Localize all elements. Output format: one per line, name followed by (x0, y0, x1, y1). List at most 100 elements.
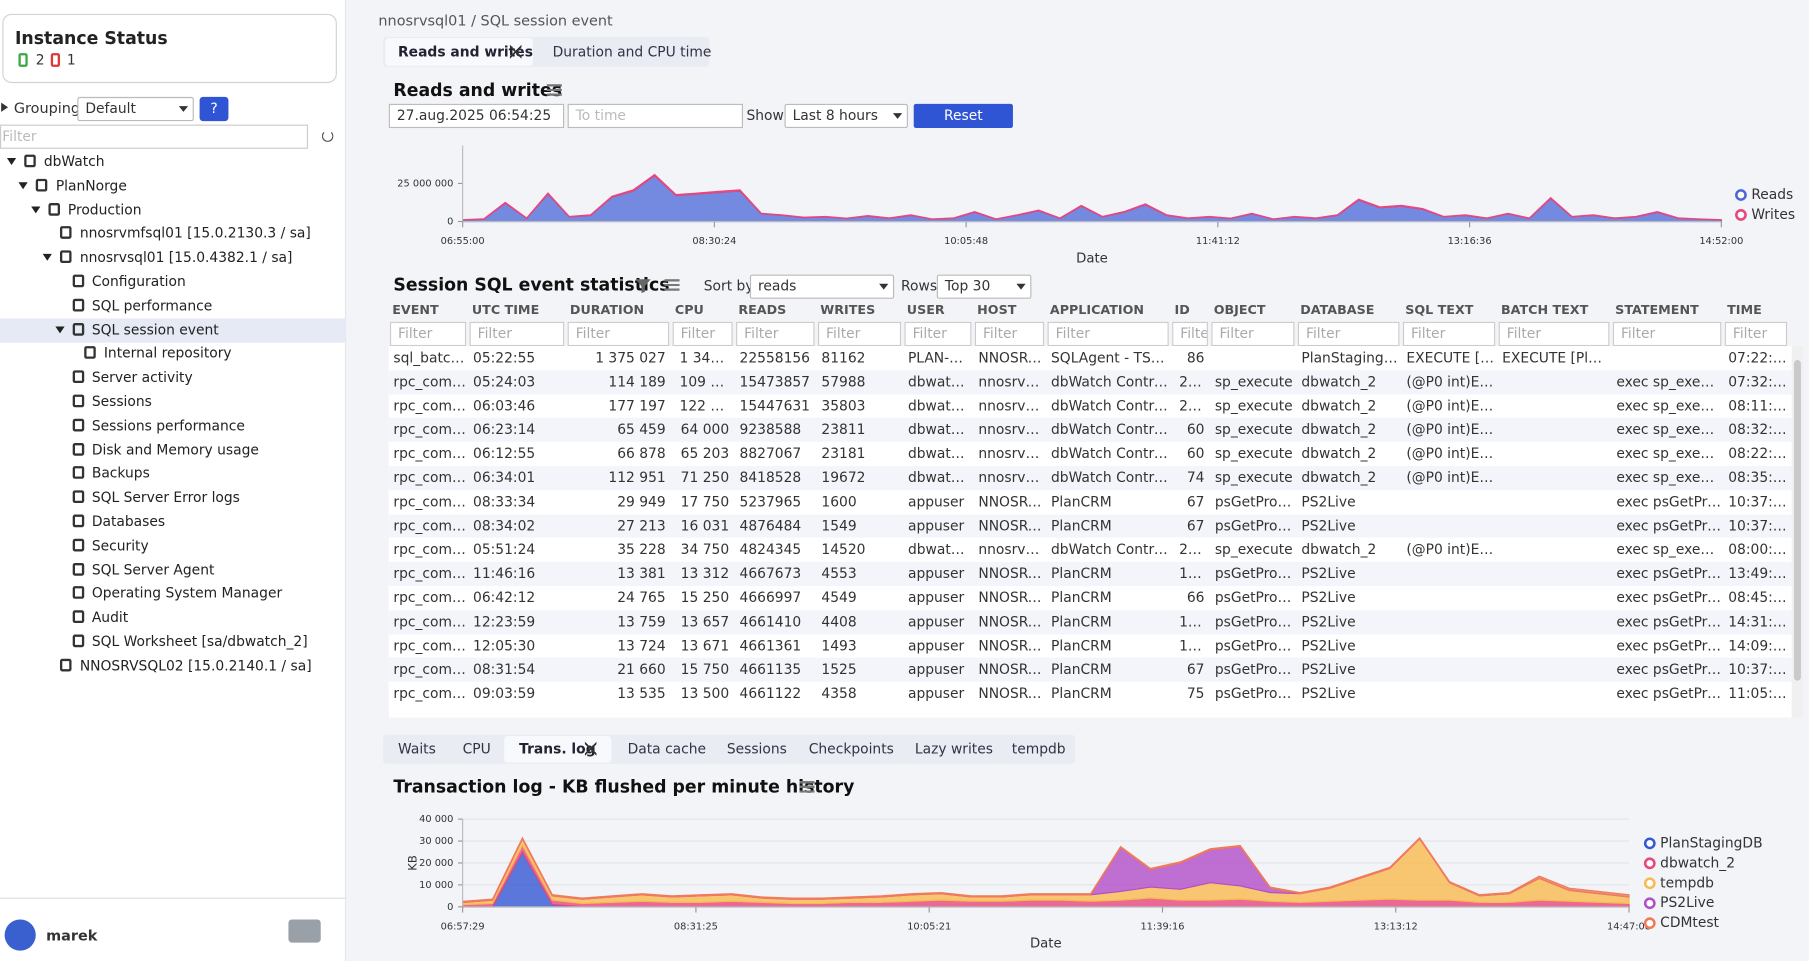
column-header[interactable]: USER (906, 302, 945, 318)
column-header[interactable]: OBJECT (1213, 302, 1266, 318)
menu-icon[interactable] (664, 279, 680, 291)
tree-node[interactable]: Configuration (91, 273, 186, 290)
tree-node[interactable]: SQL session event (91, 321, 219, 338)
column-filter[interactable]: Filter (817, 321, 902, 347)
grouping-select[interactable] (77, 96, 194, 122)
tree-arrow[interactable] (42, 254, 53, 261)
column-header[interactable]: UTC TIME (471, 302, 540, 318)
table-row[interactable] (388, 586, 1792, 611)
tree-node[interactable]: SQL Server Agent (91, 561, 215, 578)
tree-node[interactable]: nnosrvsql01 [15.0.4382.1 / sa] (79, 249, 293, 266)
column-header[interactable]: STATEMENT (1615, 302, 1699, 318)
column-header[interactable]: BATCH TEXT (1500, 302, 1589, 318)
column-filter[interactable]: Filter (1498, 321, 1610, 347)
column-filter[interactable]: Filter (736, 321, 815, 347)
column-header[interactable]: DURATION (569, 302, 645, 318)
from-input[interactable] (388, 103, 565, 129)
scrollbar-thumb[interactable] (1794, 359, 1801, 681)
column-filter[interactable]: Filter (469, 321, 565, 347)
tree-node[interactable]: Server activity (91, 369, 193, 386)
bottom-tab[interactable]: Trans. log (519, 740, 596, 757)
column-filter[interactable]: Filter (1047, 321, 1169, 347)
bottom-tab[interactable]: CPU (462, 740, 491, 757)
sort-select[interactable] (749, 274, 895, 299)
tree-node[interactable]: NNOSRVSQL02 [15.0.2140.1 / sa] (79, 657, 312, 674)
column-header[interactable]: CPU (674, 302, 704, 318)
chat-icon[interactable] (288, 919, 321, 943)
table-row[interactable] (388, 610, 1792, 635)
tree-node[interactable]: Audit (91, 609, 129, 626)
menu-icon[interactable] (546, 84, 562, 96)
table-row[interactable] (388, 418, 1792, 443)
bottom-tab[interactable]: Lazy writes (914, 740, 993, 757)
tree-node[interactable]: SQL performance (91, 297, 213, 314)
refresh-icon[interactable] (321, 130, 334, 142)
tab-close[interactable] (584, 741, 597, 756)
column-filter[interactable]: Filter (1612, 321, 1722, 347)
range-select[interactable] (784, 103, 908, 129)
table-row[interactable] (388, 682, 1792, 707)
bottom-tab[interactable]: Data cache (627, 740, 707, 757)
table-row[interactable] (388, 538, 1792, 563)
column-filter[interactable]: Filter (567, 321, 670, 347)
column-header[interactable]: ID (1174, 302, 1190, 318)
tab-close[interactable] (509, 44, 522, 59)
tree-node[interactable]: Sessions (91, 393, 152, 410)
tree-node[interactable]: SQL Worksheet [sa/dbwatch_2] (91, 633, 308, 650)
tree-filter[interactable] (0, 124, 309, 149)
table-row[interactable] (388, 442, 1792, 467)
tree-node[interactable]: Disk and Memory usage (91, 441, 259, 458)
tree-node[interactable]: Production (67, 201, 142, 218)
tree-arrow[interactable] (30, 206, 41, 213)
table-row[interactable] (388, 562, 1792, 587)
column-header[interactable]: WRITES (820, 302, 876, 318)
top-tab-active[interactable] (385, 38, 534, 66)
tree-node[interactable]: Internal repository (103, 345, 232, 362)
tree-node[interactable]: Security (91, 537, 149, 554)
menu-icon[interactable] (799, 781, 815, 793)
top-tab[interactable]: Reads and writes (398, 43, 533, 60)
column-header[interactable]: HOST (977, 302, 1017, 318)
top-tab[interactable]: Duration and CPU time (552, 43, 712, 60)
grouping-toggle[interactable] (1, 102, 9, 112)
table-row[interactable] (388, 514, 1792, 539)
tree-arrow[interactable] (6, 158, 17, 165)
column-header[interactable]: TIME (1727, 302, 1762, 318)
table-row[interactable] (388, 490, 1792, 515)
column-header[interactable]: APPLICATION (1049, 302, 1145, 318)
column-filter[interactable]: Filter (389, 321, 467, 347)
table-row[interactable] (388, 658, 1792, 683)
column-header[interactable]: EVENT (392, 302, 439, 318)
column-filter[interactable]: Filter (1724, 321, 1788, 347)
bottom-tab[interactable]: Waits (398, 740, 436, 757)
table-row[interactable] (388, 346, 1792, 371)
tree-node[interactable]: SQL Server Error logs (91, 489, 240, 506)
column-filter[interactable]: Filter (1172, 321, 1208, 347)
bottom-tab[interactable]: Checkpoints (808, 740, 894, 757)
bottom-tab[interactable]: Sessions (726, 740, 787, 757)
table-row[interactable] (388, 370, 1792, 395)
rows-select[interactable] (936, 274, 1032, 299)
tree-node[interactable]: Backups (91, 465, 150, 482)
tree-node[interactable]: Sessions performance (91, 417, 245, 434)
table-row[interactable] (388, 394, 1792, 419)
column-filter[interactable]: Filter (1211, 321, 1295, 347)
tree-node[interactable]: dbWatch (43, 153, 105, 170)
column-filter[interactable]: Filter (904, 321, 972, 347)
tree-node[interactable]: Operating System Manager (91, 585, 283, 602)
column-filter[interactable]: Filter (672, 321, 733, 347)
tree-node[interactable]: PlanNorge (55, 177, 127, 194)
column-header[interactable]: READS (738, 302, 787, 318)
tree-node[interactable]: nnosrvmfsql01 [15.0.2130.3 / sa] (79, 225, 311, 242)
table-row[interactable] (388, 466, 1792, 491)
column-filter[interactable]: Filter (1297, 321, 1400, 347)
tree-arrow[interactable] (18, 182, 29, 189)
column-header[interactable]: SQL TEXT (1405, 302, 1474, 318)
reset-button[interactable]: Reset (913, 103, 1013, 129)
help-button[interactable]: ? (199, 96, 229, 122)
column-filter[interactable]: Filter (974, 321, 1045, 347)
column-header[interactable]: DATABASE (1300, 302, 1375, 318)
bottom-tab[interactable]: tempdb (1011, 740, 1066, 757)
table-row[interactable] (388, 634, 1792, 659)
column-filter[interactable]: Filter (1402, 321, 1496, 347)
